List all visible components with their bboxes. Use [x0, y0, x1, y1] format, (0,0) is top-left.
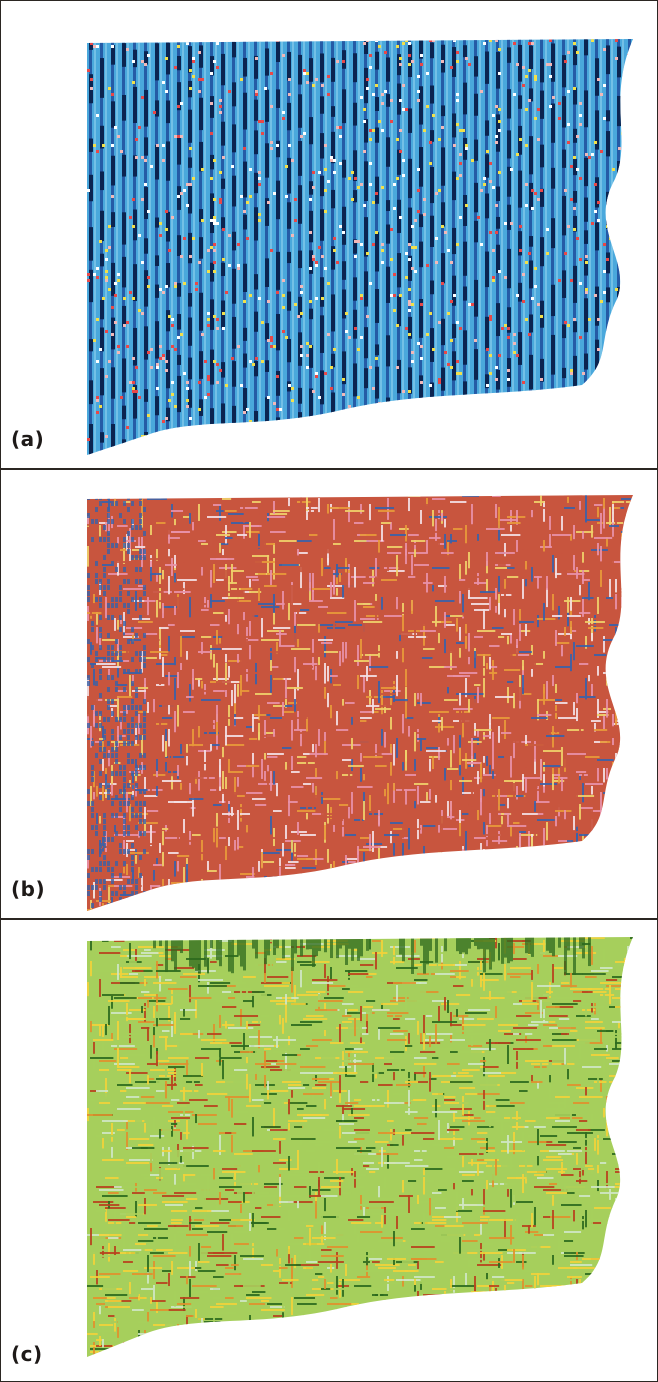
- texture-panel-c: [87, 937, 633, 1357]
- panel-label-a: (a): [11, 427, 45, 451]
- panel-label-b: (b): [11, 877, 46, 901]
- texture-panel-a: [87, 39, 633, 455]
- panel-divider: [1, 468, 657, 470]
- texture-panel-b: [87, 495, 633, 911]
- panel-divider: [1, 918, 657, 920]
- panel-label-c: (c): [11, 1342, 43, 1366]
